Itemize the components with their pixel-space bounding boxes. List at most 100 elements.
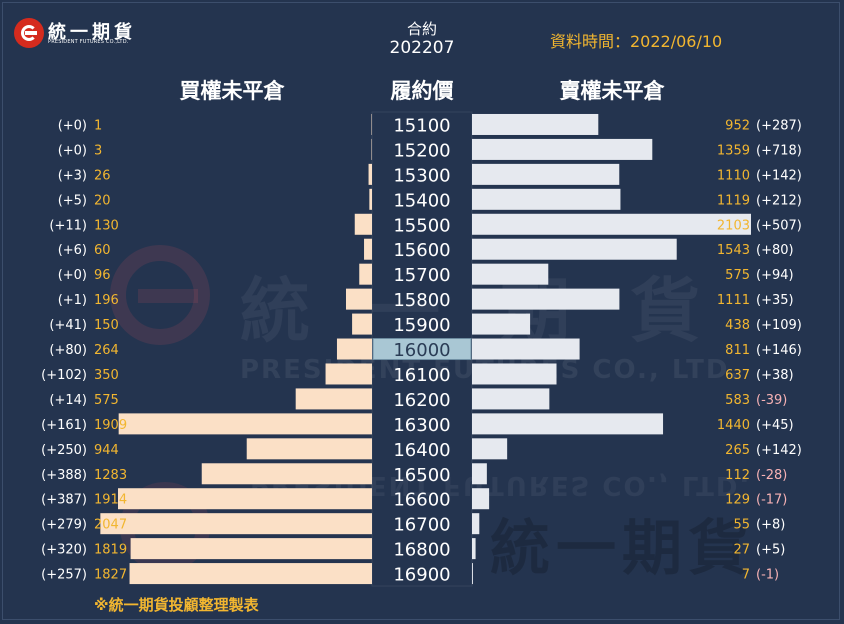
call-value-label: 60 xyxy=(94,243,111,258)
call-value-label: 20 xyxy=(94,193,111,208)
call-change-label: (+5) xyxy=(58,193,87,208)
put-value-label: 7 xyxy=(742,568,750,583)
put-bar xyxy=(472,538,476,560)
put-change-label: (+35) xyxy=(756,293,794,308)
put-value-label: 2103 xyxy=(717,218,750,233)
put-value-label: 583 xyxy=(725,393,750,408)
call-bar xyxy=(100,513,373,535)
strike-label: 16200 xyxy=(393,390,450,411)
call-change-label: (+161) xyxy=(41,418,87,433)
put-value-label: 1110 xyxy=(717,168,750,183)
strike-label: 15800 xyxy=(393,290,450,311)
strike-label: 16600 xyxy=(393,490,450,511)
put-bar xyxy=(472,388,550,410)
call-bar xyxy=(352,313,372,335)
logo-subtitle: PRESIDENT FUTURES CO.,LTD. xyxy=(48,39,129,45)
contract-value: 202207 xyxy=(389,38,455,58)
put-change-label: (+94) xyxy=(756,268,794,283)
strike-label: 15600 xyxy=(393,240,450,261)
put-change-label: (+142) xyxy=(756,443,802,458)
call-change-label: (+80) xyxy=(49,343,87,358)
call-oi-header: 買權未平倉 xyxy=(179,79,285,103)
call-change-label: (+387) xyxy=(41,493,87,508)
put-change-label: (+507) xyxy=(756,218,802,233)
call-bar xyxy=(295,388,372,410)
call-bar xyxy=(246,438,372,460)
call-bar xyxy=(371,113,372,135)
put-change-label: (+8) xyxy=(756,518,785,533)
call-change-label: (+6) xyxy=(58,243,87,258)
call-value-label: 1819 xyxy=(94,543,127,558)
put-change-label: (-17) xyxy=(756,493,787,508)
put-change-label: (+109) xyxy=(756,318,802,333)
strike-label: 16700 xyxy=(393,515,450,536)
put-change-label: (+142) xyxy=(756,168,802,183)
put-value-label: 1111 xyxy=(717,293,750,308)
put-bar xyxy=(472,313,531,335)
put-bar xyxy=(472,263,549,285)
call-value-label: 350 xyxy=(94,368,119,383)
put-value-label: 55 xyxy=(733,518,750,533)
call-change-label: (+257) xyxy=(41,568,87,583)
call-bar xyxy=(325,363,372,385)
put-bar xyxy=(472,513,480,535)
put-value-label: 438 xyxy=(725,318,750,333)
put-bar xyxy=(472,138,653,160)
put-bar xyxy=(472,438,508,460)
call-change-label: (+41) xyxy=(49,318,87,333)
call-value-label: 3 xyxy=(94,143,102,158)
call-value-label: 130 xyxy=(94,218,119,233)
put-bar xyxy=(472,463,487,485)
call-change-label: (+11) xyxy=(49,218,87,233)
put-value-label: 129 xyxy=(725,493,750,508)
call-value-label: 150 xyxy=(94,318,119,333)
put-bar xyxy=(472,238,677,260)
call-change-label: (+279) xyxy=(41,518,87,533)
call-change-label: (+388) xyxy=(41,468,87,483)
call-bar xyxy=(359,263,372,285)
strike-label: 15500 xyxy=(393,215,450,236)
put-value-label: 27 xyxy=(733,543,750,558)
call-value-label: 1827 xyxy=(94,568,127,583)
call-value-label: 2047 xyxy=(94,518,127,533)
put-value-label: 1119 xyxy=(717,193,750,208)
call-bar xyxy=(336,338,372,360)
put-bar xyxy=(472,188,621,210)
put-value-label: 112 xyxy=(725,468,750,483)
put-change-label: (+287) xyxy=(756,118,802,133)
call-bar xyxy=(201,463,372,485)
call-value-label: 196 xyxy=(94,293,119,308)
call-value-label: 575 xyxy=(94,393,119,408)
call-change-label: (+102) xyxy=(41,368,87,383)
call-change-label: (+14) xyxy=(49,393,87,408)
strike-label: 16400 xyxy=(393,440,450,461)
strike-label: 15100 xyxy=(393,115,450,136)
call-bar xyxy=(129,563,372,585)
call-bar xyxy=(130,538,372,560)
call-value-label: 1914 xyxy=(94,493,127,508)
call-change-label: (+250) xyxy=(41,443,87,458)
strike-header: 履約價 xyxy=(390,79,454,103)
put-change-label: (-1) xyxy=(756,568,779,583)
put-value-label: 1543 xyxy=(717,243,750,258)
call-value-label: 944 xyxy=(94,443,119,458)
strike-label: 16100 xyxy=(393,365,450,386)
logo-mark-icon xyxy=(14,18,44,48)
strike-label: 15300 xyxy=(393,165,450,186)
put-change-label: (-39) xyxy=(756,393,787,408)
put-bar xyxy=(472,288,620,310)
data-time: 資料時間：2022/06/10 xyxy=(550,32,723,51)
atm-strike-cell xyxy=(372,338,472,361)
logo-name: 統一期貨 xyxy=(48,22,136,43)
call-value-label: 1 xyxy=(94,118,102,133)
put-value-label: 265 xyxy=(725,443,750,458)
call-bar xyxy=(118,413,372,435)
put-change-label: (+5) xyxy=(756,543,785,558)
put-value-label: 575 xyxy=(725,268,750,283)
put-oi-header: 賣權未平倉 xyxy=(559,79,665,103)
call-change-label: (+3) xyxy=(58,168,87,183)
put-value-label: 1359 xyxy=(717,143,750,158)
call-bar xyxy=(364,238,372,260)
